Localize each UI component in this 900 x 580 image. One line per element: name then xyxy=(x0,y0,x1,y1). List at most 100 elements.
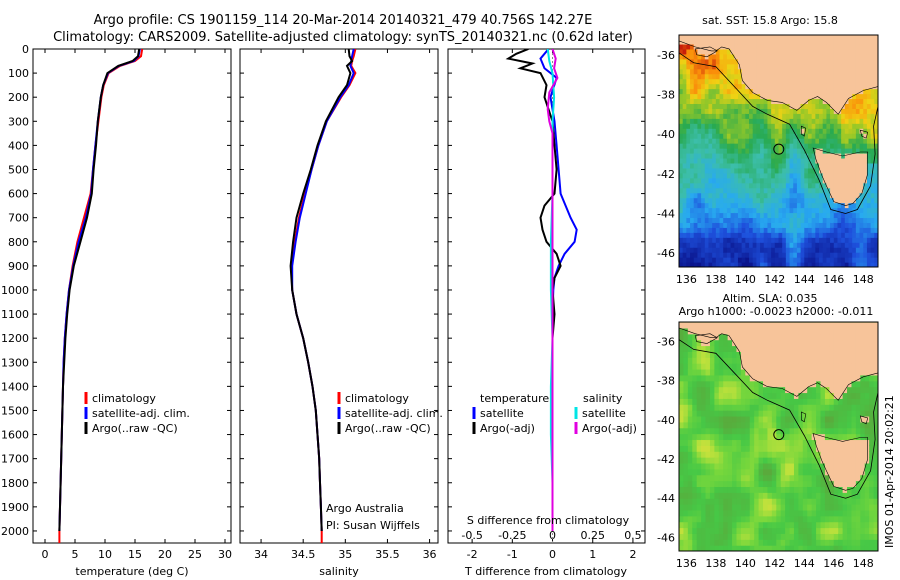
map-cell xyxy=(723,545,729,551)
map-cell xyxy=(726,48,732,55)
map-cell xyxy=(807,237,813,243)
map-cell xyxy=(723,410,729,417)
map-cell xyxy=(819,88,824,95)
map-cell xyxy=(752,162,757,169)
map-cell xyxy=(782,63,787,70)
map-cell xyxy=(726,227,732,233)
map-cell xyxy=(686,252,691,258)
map-cell xyxy=(719,247,724,253)
map-cell xyxy=(767,167,772,174)
map-cell xyxy=(869,415,875,423)
map-cell xyxy=(837,148,842,154)
map-cell xyxy=(874,48,878,55)
map-cell xyxy=(732,457,738,464)
map-cell xyxy=(771,521,777,529)
map-cell xyxy=(723,368,729,376)
map-cell xyxy=(687,339,693,347)
map-cell xyxy=(830,108,835,114)
map-cell xyxy=(693,247,699,253)
map-cell xyxy=(679,148,684,154)
map-cell xyxy=(708,222,713,228)
map-cell xyxy=(774,167,780,174)
map-cell xyxy=(870,118,875,124)
map-cell xyxy=(745,43,750,50)
map-cell xyxy=(793,545,799,551)
map-cell xyxy=(851,392,857,399)
map-cell xyxy=(763,113,769,119)
map-cell xyxy=(745,327,751,335)
map-cell xyxy=(737,123,743,129)
map-cell xyxy=(726,93,732,100)
map-cell xyxy=(793,445,799,452)
map-cell xyxy=(785,486,791,493)
map-cell xyxy=(851,462,857,470)
map-cell xyxy=(752,262,757,267)
map-cell xyxy=(859,58,864,65)
map-cell xyxy=(819,167,824,174)
map-cell xyxy=(708,227,713,233)
map-cell xyxy=(723,148,728,154)
map-cell xyxy=(736,498,742,505)
map-cell xyxy=(804,48,809,55)
map-cell xyxy=(852,167,857,174)
map-cell xyxy=(820,339,826,347)
map-cell xyxy=(679,73,684,80)
map-cell xyxy=(837,247,842,253)
map-cell xyxy=(826,182,831,189)
map-cell xyxy=(780,468,786,476)
map-cell xyxy=(730,217,735,223)
map-cell xyxy=(819,78,824,85)
lat-tick-label: -44 xyxy=(657,492,675,505)
map-cell xyxy=(855,182,861,189)
map-cell xyxy=(815,242,820,248)
map-cell xyxy=(771,113,776,119)
map-cell xyxy=(802,415,808,423)
map-cell xyxy=(800,68,805,75)
map-cell xyxy=(679,53,684,60)
map-cell xyxy=(704,103,710,109)
map-cell xyxy=(848,242,853,248)
map-cell xyxy=(697,103,702,109)
map-cell xyxy=(705,398,711,405)
map-cell xyxy=(859,222,864,228)
map-cell xyxy=(752,222,757,228)
map-cell xyxy=(758,339,764,347)
map-cell xyxy=(705,480,711,488)
map-cell xyxy=(837,123,842,129)
map-cell xyxy=(718,509,724,517)
map-cell xyxy=(752,217,757,223)
map-cell xyxy=(763,157,769,164)
map-cell xyxy=(780,374,786,382)
map-cell xyxy=(749,398,755,405)
map-cell xyxy=(819,98,824,105)
map-cell xyxy=(712,78,717,85)
map-cell xyxy=(869,421,875,429)
map-cell xyxy=(802,451,808,458)
map-cell xyxy=(816,445,822,452)
map-cell xyxy=(709,339,715,347)
map-cell xyxy=(690,148,695,154)
map-cell xyxy=(837,182,842,189)
map-cell xyxy=(776,504,782,511)
map-cell xyxy=(718,474,724,482)
map-cell xyxy=(715,202,721,209)
map-cell xyxy=(847,386,853,394)
map-cell xyxy=(712,138,717,144)
map-cell xyxy=(726,63,732,70)
map-cell xyxy=(860,521,866,529)
map-cell xyxy=(793,138,798,144)
map-cell xyxy=(800,217,805,223)
map-cell xyxy=(780,339,786,347)
map-cell xyxy=(815,43,820,50)
map-cell xyxy=(870,197,875,204)
map-cell xyxy=(844,58,850,65)
map-cell xyxy=(824,462,830,470)
map-cell xyxy=(816,527,822,534)
map-cell xyxy=(811,392,817,399)
map-cell xyxy=(726,83,732,90)
map-cell xyxy=(852,83,857,90)
map-cell xyxy=(741,63,746,70)
map-cell xyxy=(820,445,826,452)
map-cell xyxy=(771,445,777,452)
map-cell xyxy=(789,386,795,394)
